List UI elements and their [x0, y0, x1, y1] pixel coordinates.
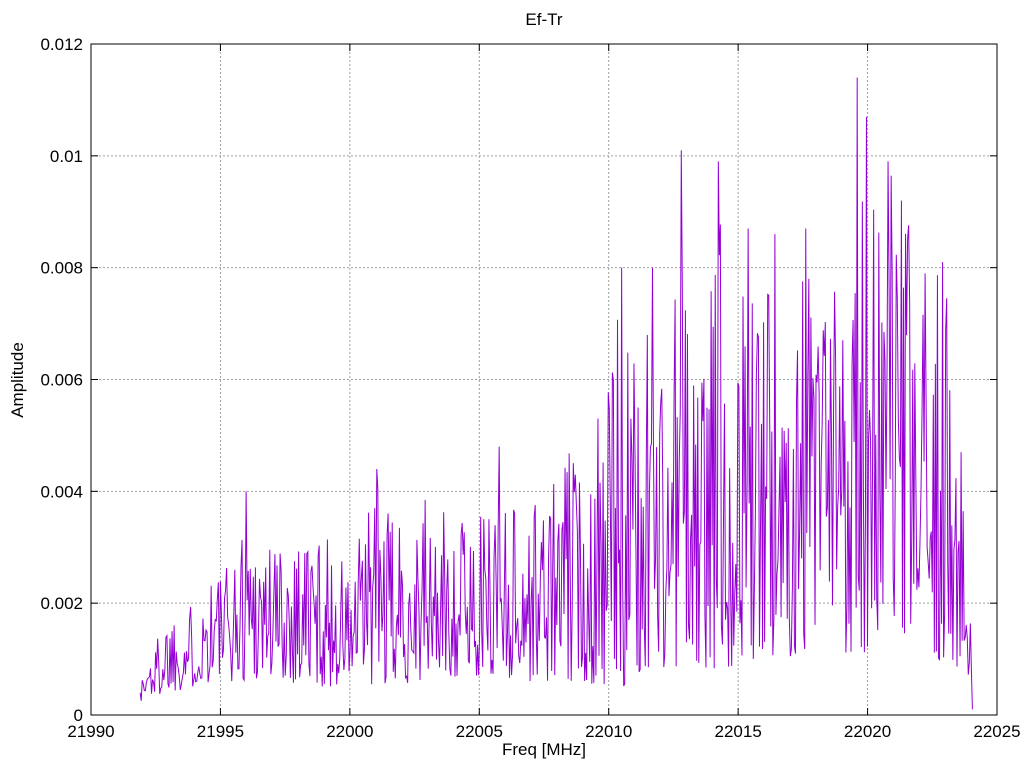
chart-title: Ef-Tr: [525, 10, 563, 29]
y-tick-label: 0.006: [40, 371, 83, 390]
x-axis-label: Freq [MHz]: [501, 740, 587, 759]
y-tick-label: 0.012: [40, 35, 83, 54]
y-tick-label: 0.01: [50, 147, 83, 166]
x-tick-label: 22000: [326, 722, 373, 741]
data-series-line: [139, 77, 973, 710]
x-tick-label: 22025: [973, 722, 1020, 741]
x-tick-label: 21995: [197, 722, 244, 741]
x-tick-label: 21990: [67, 722, 114, 741]
x-tick-label: 22010: [585, 722, 632, 741]
y-tick-label: 0.008: [40, 259, 83, 278]
y-tick-label: 0: [74, 706, 83, 725]
y-axis-label: Amplitude: [8, 342, 27, 418]
x-tick-label: 22020: [844, 722, 891, 741]
y-tick-label: 0.004: [40, 482, 83, 501]
y-tick-label: 0.002: [40, 594, 83, 613]
x-tick-label: 22005: [456, 722, 503, 741]
x-tick-label: 22015: [715, 722, 762, 741]
